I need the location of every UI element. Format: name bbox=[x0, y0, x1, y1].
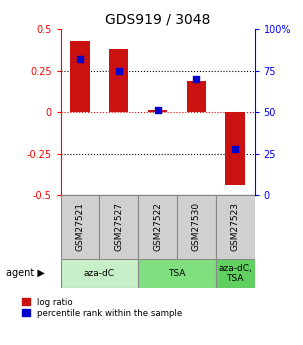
Point bbox=[194, 76, 199, 82]
Bar bbox=[70, 41, 90, 112]
Text: GDS919 / 3048: GDS919 / 3048 bbox=[105, 12, 210, 26]
Bar bbox=[187, 81, 206, 112]
Text: aza-dC: aza-dC bbox=[84, 269, 115, 278]
Bar bbox=[216, 195, 255, 259]
Point bbox=[116, 68, 121, 73]
Bar bbox=[61, 259, 138, 288]
Bar bbox=[138, 259, 216, 288]
Text: GSM27527: GSM27527 bbox=[114, 202, 123, 252]
Point bbox=[78, 56, 82, 62]
Text: GSM27523: GSM27523 bbox=[231, 202, 240, 252]
Text: GSM27521: GSM27521 bbox=[75, 202, 85, 252]
Bar bbox=[99, 195, 138, 259]
Legend: log ratio, percentile rank within the sample: log ratio, percentile rank within the sa… bbox=[22, 297, 182, 318]
Point bbox=[233, 146, 238, 151]
Bar bbox=[177, 195, 216, 259]
Text: agent ▶: agent ▶ bbox=[6, 268, 45, 278]
Text: GSM27522: GSM27522 bbox=[153, 203, 162, 251]
Bar bbox=[148, 110, 167, 112]
Bar bbox=[225, 112, 245, 185]
Point bbox=[155, 108, 160, 113]
Text: aza-dC,
TSA: aza-dC, TSA bbox=[218, 264, 252, 283]
Bar bbox=[109, 49, 128, 112]
Bar bbox=[216, 259, 255, 288]
Text: TSA: TSA bbox=[168, 269, 186, 278]
Bar bbox=[61, 195, 99, 259]
Text: GSM27530: GSM27530 bbox=[192, 202, 201, 252]
Bar bbox=[138, 195, 177, 259]
